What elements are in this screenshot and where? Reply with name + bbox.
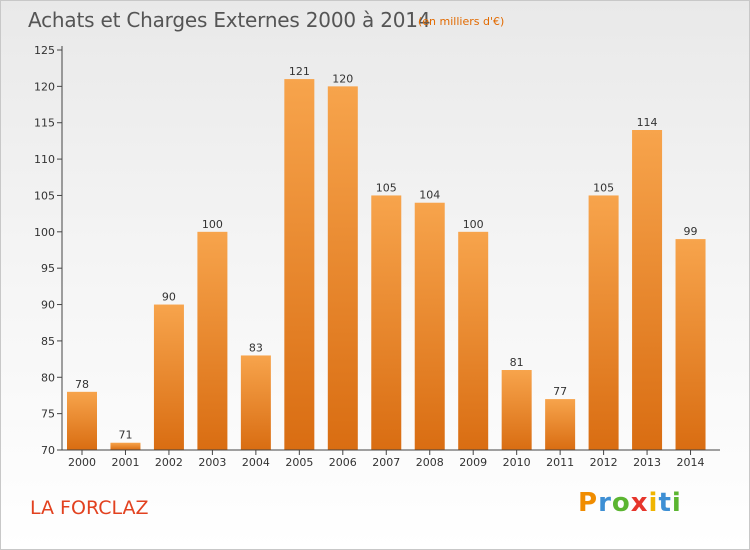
y-tick-label: 75 [41, 408, 55, 421]
bar [197, 231, 228, 450]
bar-series: 78 71 90 100 83 121 120 105 104 100 81 77 105 114 99 [67, 65, 706, 450]
x-tick-label: 2001 [111, 456, 139, 469]
bar-value-label: 100 [463, 218, 484, 231]
bar-value-label: 104 [419, 189, 440, 202]
bar [588, 195, 619, 450]
bar-value-label: 120 [332, 72, 353, 85]
bar-value-label: 99 [684, 225, 698, 238]
bar [458, 231, 489, 450]
bar [284, 79, 315, 450]
proxiti-logo: Proxiti [578, 488, 682, 518]
bar-value-label: 81 [510, 356, 524, 369]
x-tick-label: 2011 [546, 456, 574, 469]
bar [632, 130, 663, 450]
bar-value-label: 121 [289, 65, 310, 78]
x-tick-label: 2004 [242, 456, 270, 469]
y-tick-label: 85 [41, 335, 55, 348]
x-tick-label: 2002 [155, 456, 183, 469]
bar-value-label: 100 [202, 218, 223, 231]
y-tick-label: 115 [34, 117, 55, 130]
bar-value-label: 78 [75, 378, 89, 391]
x-tick-label: 2006 [329, 456, 357, 469]
y-tick-label: 120 [34, 80, 55, 93]
y-tick-label: 70 [41, 444, 55, 457]
chart-title: Achats et Charges Externes 2000 à 2014 [28, 8, 431, 32]
bar-value-label: 77 [553, 385, 567, 398]
y-tick-label: 95 [41, 262, 55, 275]
bar-value-label: 105 [593, 181, 614, 194]
y-tick-label: 105 [34, 189, 55, 202]
x-tick-label: 2012 [590, 456, 618, 469]
bar-value-label: 105 [376, 181, 397, 194]
bar [67, 391, 97, 450]
x-tick-label: 2014 [677, 456, 705, 469]
y-tick-label: 110 [34, 153, 55, 166]
bar-value-label: 90 [162, 291, 176, 304]
place-name: LA FORCLAZ [30, 497, 149, 519]
x-tick-label: 2009 [459, 456, 487, 469]
bar-value-label: 71 [118, 429, 132, 442]
x-tick-label: 2013 [633, 456, 661, 469]
bar [327, 86, 358, 450]
chart-unit-note: (en milliers d'€) [418, 15, 505, 28]
x-tick-label: 2010 [503, 456, 531, 469]
bar [675, 239, 706, 450]
y-tick-label: 125 [34, 44, 55, 57]
x-tick-label: 2008 [416, 456, 444, 469]
bar [153, 304, 184, 450]
bar-value-label: 83 [249, 341, 263, 354]
x-tick-label: 2000 [68, 456, 96, 469]
bar [371, 195, 402, 450]
bar [414, 202, 445, 450]
y-tick-label: 80 [41, 371, 55, 384]
x-tick-label: 2007 [372, 456, 400, 469]
x-tick-label: 2003 [198, 456, 226, 469]
bar [501, 370, 532, 450]
bar [545, 399, 576, 450]
x-axis: 2000 2001 2002 2003 2004 2005 2006 2007 2008 2009… [62, 449, 720, 469]
bar [240, 355, 271, 450]
y-axis: 70 75 80 85 90 95 100 105 110 115 120 125 [34, 44, 63, 457]
bar-value-label: 114 [637, 116, 658, 129]
y-tick-label: 100 [34, 226, 55, 239]
y-tick-label: 90 [41, 299, 55, 312]
x-tick-label: 2005 [285, 456, 313, 469]
bar [110, 442, 141, 450]
